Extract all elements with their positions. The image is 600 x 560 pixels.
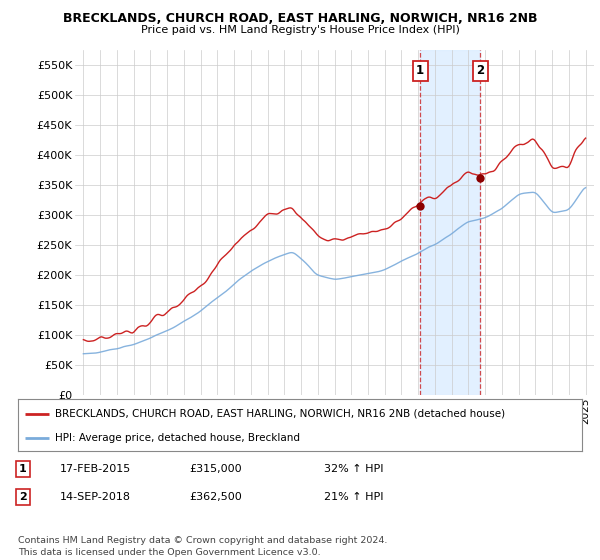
Bar [420, 50, 481, 395]
Text: 1: 1 [416, 64, 424, 77]
Text: Price paid vs. HM Land Registry's House Price Index (HPI): Price paid vs. HM Land Registry's House … [140, 25, 460, 35]
Text: 21% ↑ HPI: 21% ↑ HPI [324, 492, 383, 502]
Text: 14-SEP-2018: 14-SEP-2018 [60, 492, 131, 502]
Text: 32% ↑ HPI: 32% ↑ HPI [324, 464, 383, 474]
Text: £362,500: £362,500 [189, 492, 242, 502]
Text: 1: 1 [19, 464, 26, 474]
Text: BRECKLANDS, CHURCH ROAD, EAST HARLING, NORWICH, NR16 2NB (detached house): BRECKLANDS, CHURCH ROAD, EAST HARLING, N… [55, 409, 505, 419]
Text: 2: 2 [476, 64, 484, 77]
Text: Contains HM Land Registry data © Crown copyright and database right 2024.
This d: Contains HM Land Registry data © Crown c… [18, 536, 388, 557]
Text: £315,000: £315,000 [189, 464, 242, 474]
Text: 17-FEB-2015: 17-FEB-2015 [60, 464, 131, 474]
Text: BRECKLANDS, CHURCH ROAD, EAST HARLING, NORWICH, NR16 2NB: BRECKLANDS, CHURCH ROAD, EAST HARLING, N… [63, 12, 537, 25]
Text: 2: 2 [19, 492, 26, 502]
Text: HPI: Average price, detached house, Breckland: HPI: Average price, detached house, Brec… [55, 433, 299, 443]
